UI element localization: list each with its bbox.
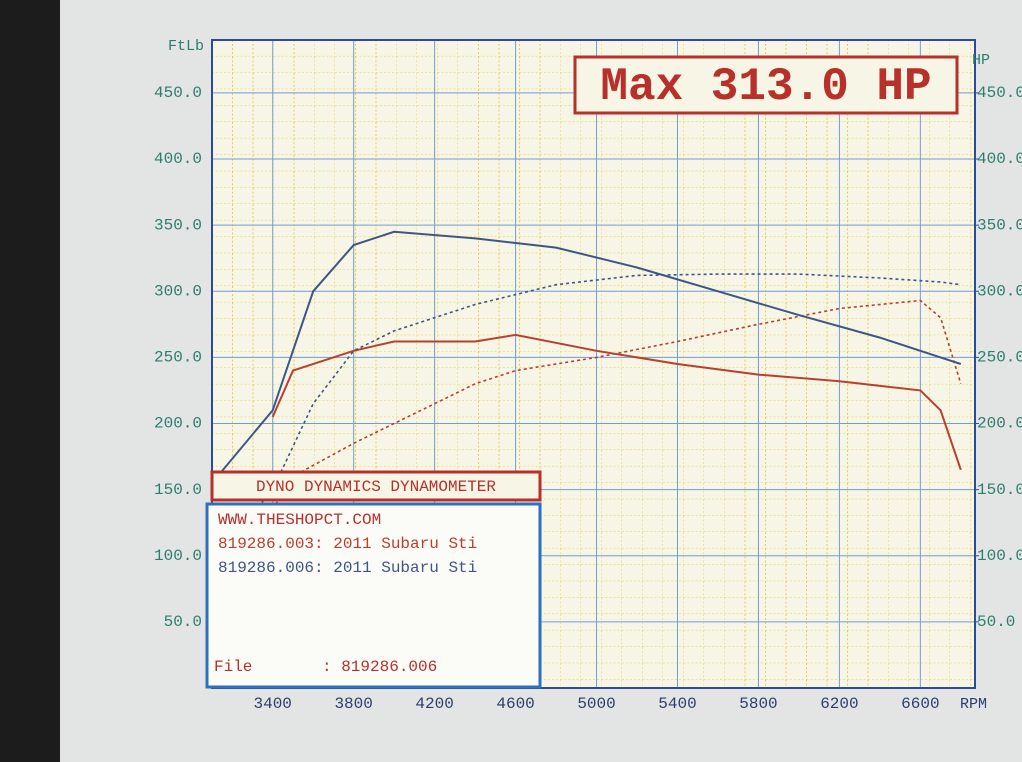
- power-line: [211, 273, 961, 563]
- y-tick-label: 250.0: [154, 349, 202, 367]
- x-tick-label: 5000: [577, 695, 615, 713]
- plot-border: [211, 39, 976, 689]
- legend-entry: 819286.003: 2011 Subaru Sti: [218, 535, 477, 553]
- legend-title: DYNO DYNAMICS DYNAMOMETER: [256, 478, 496, 496]
- frame-edge: [0, 0, 60, 762]
- x-tick-label: 3800: [334, 695, 372, 713]
- legend-entry: 819286.006: 2011 Subaru Sti: [218, 559, 477, 577]
- x-tick-label: 6200: [820, 695, 858, 713]
- y-tick-label: 350.0: [154, 216, 202, 234]
- x-tick-label: 3400: [254, 695, 292, 713]
- y2-tick-label: 300.0: [977, 282, 1022, 300]
- y-tick-label: 150.0: [154, 481, 202, 499]
- y-tick-label: 200.0: [154, 415, 202, 433]
- x-tick-label: 5400: [658, 695, 696, 713]
- y2-tick-label: 100.0: [977, 547, 1022, 565]
- y2-tick-label: 150.0: [977, 481, 1022, 499]
- title-box: [573, 55, 959, 115]
- y2-tick-label: 50.0: [977, 613, 1015, 631]
- y2-tick-label: 450.0: [977, 84, 1022, 102]
- y-tick-label: 50.0: [164, 613, 202, 631]
- file-value: : 819286.006: [322, 658, 437, 676]
- y-tick-label: 300.0: [154, 282, 202, 300]
- torque-line: [211, 230, 962, 484]
- y2-tick-label: 250.0: [977, 349, 1022, 367]
- legend-box: [205, 502, 542, 689]
- y2-tick-label: 400.0: [977, 150, 1022, 168]
- x-tick-label: 5800: [739, 695, 777, 713]
- y-axis-label: FtLb: [168, 38, 204, 55]
- y2-tick-label: 350.0: [977, 216, 1022, 234]
- x-tick-label: 4600: [496, 695, 534, 713]
- power-line: [272, 299, 962, 510]
- y-tick-label: 400.0: [154, 150, 202, 168]
- x-axis-label: RPM: [960, 696, 987, 713]
- y-tick-label: 450.0: [154, 84, 202, 102]
- torque-line: [271, 333, 962, 471]
- website: WWW.THESHOPCT.COM: [218, 511, 381, 529]
- legend-title-box: [210, 470, 542, 502]
- chart-title: Max 313.0 HP: [600, 61, 931, 113]
- x-tick-label: 4200: [415, 695, 453, 713]
- lines: [211, 230, 962, 563]
- x-tick-label: 6600: [901, 695, 939, 713]
- y2-axis-label: HP: [972, 52, 990, 69]
- y-tick-label: 100.0: [154, 547, 202, 565]
- file-label: File: [214, 658, 252, 676]
- y2-tick-label: 200.0: [977, 415, 1022, 433]
